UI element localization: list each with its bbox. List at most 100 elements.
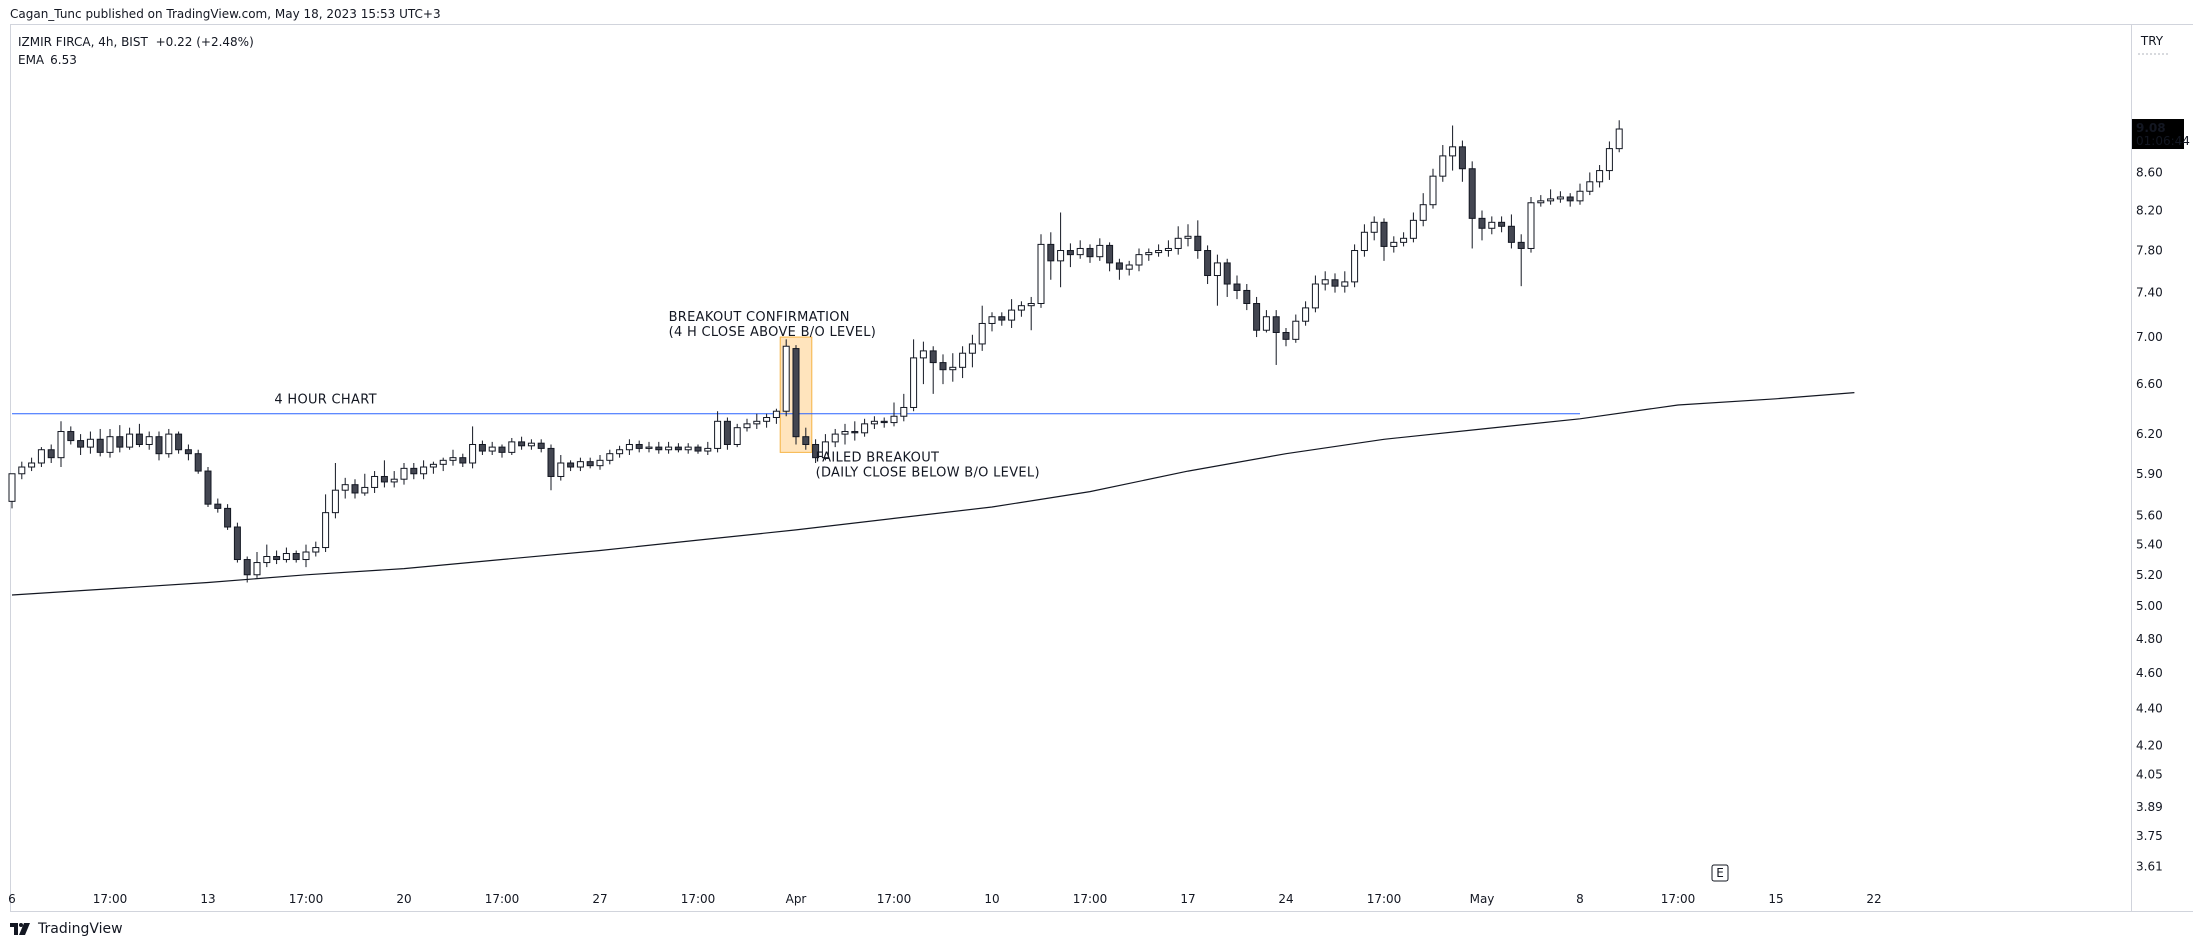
candle-body-down	[135, 433, 143, 445]
candle-body-up	[625, 443, 633, 451]
candle-body-up	[1370, 221, 1378, 233]
tradingview-brand[interactable]: TradingView	[10, 921, 123, 937]
candle	[1488, 216, 1496, 235]
candle	[616, 445, 624, 458]
candle	[175, 431, 183, 454]
candle-body-down	[792, 348, 800, 438]
candle-body-down	[410, 467, 418, 475]
candle	[537, 439, 545, 453]
candle-body-up	[28, 462, 36, 468]
y-tick-label: 8.60	[2136, 165, 2163, 179]
candle-body-down	[1204, 250, 1212, 277]
candle-body-down	[1233, 283, 1241, 291]
x-tick-label: May	[1470, 892, 1495, 906]
candle-body-down	[812, 443, 820, 459]
candle	[47, 444, 55, 463]
y-tick-label: 3.61	[2136, 860, 2163, 874]
candle-body-down	[1282, 331, 1290, 340]
candle	[1429, 168, 1437, 209]
annotation-line: (4 H CLOSE ABOVE B/O LEVEL)	[669, 325, 877, 340]
candle	[351, 479, 359, 499]
candle	[1194, 220, 1202, 259]
candle-body-up	[1596, 170, 1604, 183]
candle-body-up	[1488, 221, 1496, 229]
candle	[851, 421, 859, 441]
candle	[753, 413, 761, 429]
candle-body-down	[1106, 244, 1114, 264]
candle	[635, 440, 643, 453]
publisher-caption: Cagan_Tunc published on TradingView.com,…	[10, 7, 441, 21]
candle	[380, 460, 388, 488]
candle	[694, 444, 702, 454]
candle-body-up	[420, 466, 428, 475]
candle-body-up	[1135, 254, 1143, 266]
candle-body-down	[547, 447, 555, 477]
candle	[978, 305, 986, 351]
candle	[508, 437, 516, 456]
chart-frame-bottom	[10, 911, 2193, 912]
candle	[204, 467, 212, 507]
symbol-line: IZMIR FIRCA, 4h, BIST +0.22 (+2.48%)	[18, 33, 258, 51]
chart-legend: IZMIR FIRCA, 4h, BIST +0.22 (+2.48%) EMA…	[18, 33, 258, 69]
candle-body-up	[684, 446, 692, 451]
candle-body-up	[371, 475, 379, 488]
candle-body-down	[77, 440, 85, 448]
tradingview-logo-icon	[10, 923, 30, 935]
event-marker-label: E	[1716, 866, 1724, 880]
candle	[1409, 212, 1417, 243]
candle	[518, 436, 526, 450]
candle	[439, 457, 447, 472]
candle-body-down	[939, 362, 947, 371]
candle-body-down	[1086, 247, 1094, 258]
candle-body-up	[968, 343, 976, 354]
ema-series-line	[11, 392, 1855, 596]
candle	[459, 453, 467, 468]
candle-body-down	[351, 484, 359, 494]
candle	[145, 431, 153, 450]
candle	[1008, 299, 1016, 328]
candle	[400, 462, 408, 485]
candle-body-up	[1390, 241, 1398, 247]
candle	[1390, 236, 1398, 253]
y-tick-label: 5.20	[2136, 568, 2163, 582]
candle	[782, 339, 790, 417]
candle	[567, 460, 575, 472]
candle-body-up	[322, 512, 330, 549]
candle-body-up	[302, 551, 310, 561]
candle-body-up	[1409, 219, 1417, 239]
candle-body-down	[155, 436, 163, 455]
candle	[949, 353, 957, 382]
chart-frame-top	[10, 24, 2193, 25]
candle-body-up	[429, 463, 437, 468]
candle	[1164, 240, 1172, 257]
candle	[1223, 258, 1231, 297]
candle-body-down	[1517, 241, 1525, 249]
candle-body-down	[518, 441, 526, 447]
candle-body-down	[292, 553, 300, 561]
candle	[527, 439, 535, 450]
symbol-label: IZMIR FIRCA, 4h, BIST	[18, 35, 148, 49]
candle-body-down	[723, 420, 731, 445]
candle-body-up	[508, 441, 516, 453]
candle-body-up	[1292, 320, 1300, 340]
candle-body-up	[576, 461, 584, 468]
candle-body-down	[537, 442, 545, 449]
candles-group	[8, 120, 1623, 583]
candle-body-up	[165, 433, 173, 455]
candle-body-up	[1419, 204, 1427, 221]
annotation-line: BREAKOUT CONFIRMATION	[669, 310, 850, 325]
candle	[1517, 234, 1525, 287]
candle	[96, 428, 104, 457]
candle	[665, 441, 673, 454]
candle	[1047, 232, 1055, 280]
candle	[812, 439, 820, 463]
earnings-event-marker[interactable]: E	[1711, 864, 1729, 882]
annotation-breakout-confirmation: BREAKOUT CONFIRMATION (4 H CLOSE ABOVE B/…	[669, 310, 877, 340]
candle-body-up	[772, 410, 780, 419]
candle	[371, 471, 379, 493]
candle	[1527, 196, 1535, 253]
candle	[968, 334, 976, 368]
candle	[910, 339, 918, 412]
candle-body-down	[243, 559, 251, 576]
